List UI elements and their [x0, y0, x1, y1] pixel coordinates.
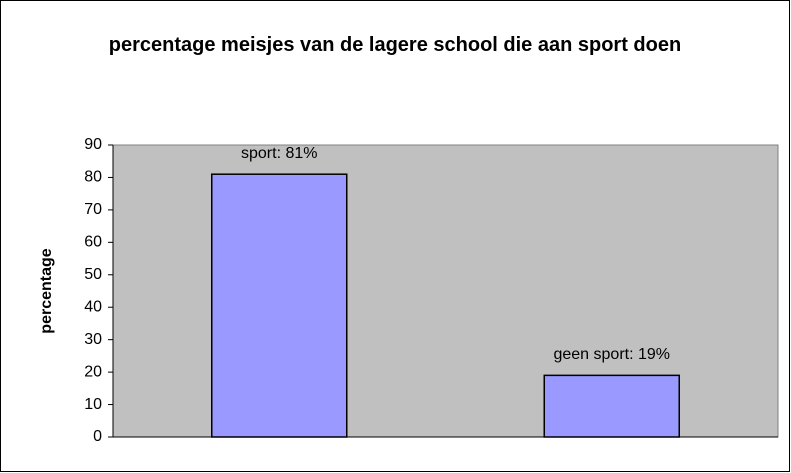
- y-tick-label: 30: [84, 331, 102, 348]
- y-tick-label: 0: [93, 428, 102, 445]
- y-axis-label: percentage: [38, 248, 55, 333]
- bar: [543, 374, 680, 438]
- data-label: sport: 81%: [241, 145, 318, 163]
- data-label: geen sport: 19%: [553, 346, 671, 364]
- y-tick-label: 80: [84, 169, 102, 186]
- y-tick-label: 10: [84, 396, 102, 413]
- y-tick-label: 60: [84, 234, 102, 251]
- y-tick-label: 90: [84, 136, 102, 153]
- y-tick-label: 40: [84, 298, 102, 315]
- bar: [211, 173, 348, 438]
- y-tick-label: 70: [84, 201, 102, 218]
- chart-title: percentage meisjes van de lagere school …: [108, 34, 682, 56]
- y-tick-label: 20: [84, 363, 102, 380]
- y-tick-label: 50: [84, 266, 102, 283]
